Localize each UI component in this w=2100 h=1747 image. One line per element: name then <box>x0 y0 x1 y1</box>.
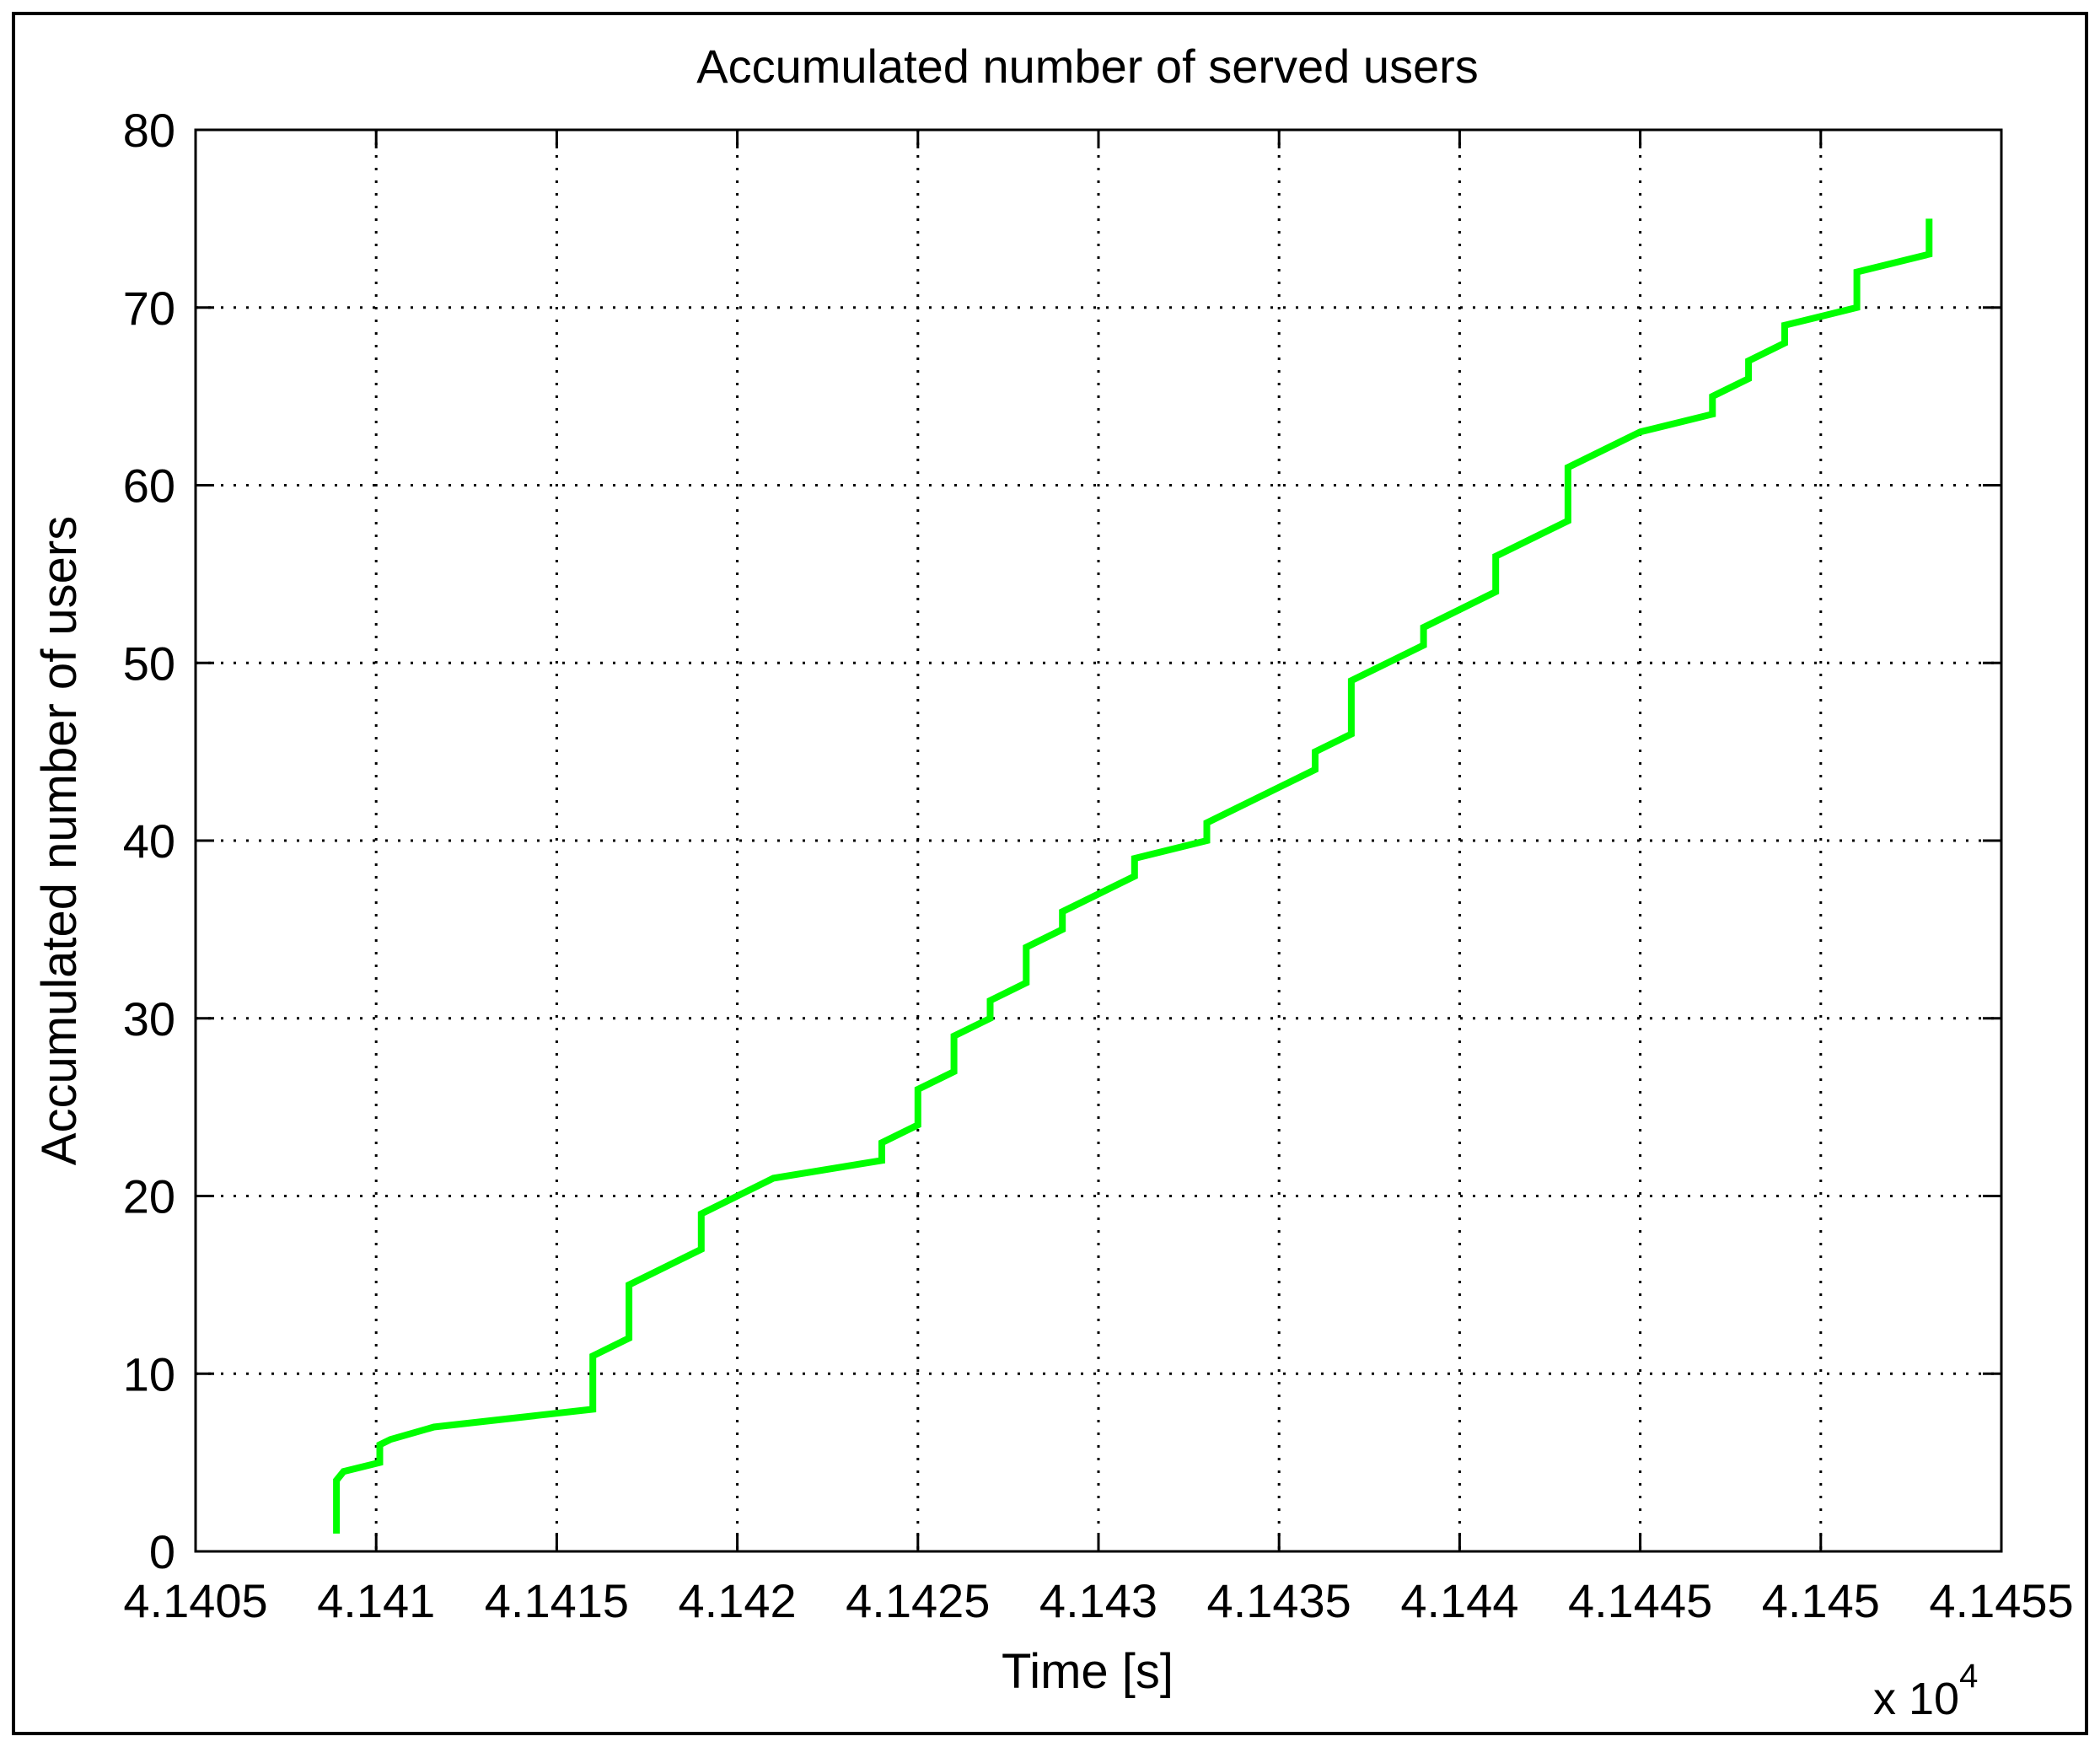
x-axis-label: Time [s] <box>1002 1644 1174 1699</box>
x-tick-label: 4.1405 <box>123 1574 267 1627</box>
y-tick-label: 10 <box>123 1347 175 1400</box>
y-tick-label: 30 <box>123 992 175 1046</box>
y-axis-tick-labels: 0 10 20 30 40 50 60 70 80 <box>123 104 175 1578</box>
x-tick-label: 4.141 <box>317 1574 435 1627</box>
y-tick-label: 0 <box>149 1525 175 1578</box>
x-tick-label: 4.1425 <box>846 1574 990 1627</box>
x-tick-label: 4.144 <box>1400 1574 1518 1627</box>
grid-lines <box>196 130 2001 1551</box>
y-axis-label: Accumulated number of users <box>32 516 87 1165</box>
series-line <box>333 218 1933 1534</box>
chart-title: Accumulated number of served users <box>696 40 1479 93</box>
x-tick-label: 4.1415 <box>485 1574 629 1627</box>
x-tick-label: 4.142 <box>679 1574 797 1627</box>
x-tick-label: 4.1455 <box>1929 1574 2073 1627</box>
plot-border <box>194 128 2003 1553</box>
x-exponent-base: x 10 <box>1873 1674 1959 1724</box>
y-tick-label: 40 <box>123 814 175 868</box>
y-tick-label: 70 <box>123 282 175 335</box>
x-exponent-label: x 104 <box>1873 1658 1978 1724</box>
y-tick-label: 50 <box>123 637 175 690</box>
x-tick-label: 4.143 <box>1039 1574 1157 1627</box>
y-tick-label: 80 <box>123 104 175 157</box>
x-tick-label: 4.1445 <box>1568 1574 1712 1627</box>
x-exponent-power: 4 <box>1959 1658 1978 1695</box>
plot-area <box>194 128 2003 1553</box>
x-tick-label: 4.145 <box>1762 1574 1880 1627</box>
x-axis-tick-labels: 4.1405 4.141 4.1415 4.142 4.1425 4.143 4.1435 4… <box>123 1574 2073 1627</box>
y-tick-label: 60 <box>123 460 175 513</box>
y-tick-label: 20 <box>123 1170 175 1223</box>
x-tick-label: 4.1435 <box>1207 1574 1351 1627</box>
